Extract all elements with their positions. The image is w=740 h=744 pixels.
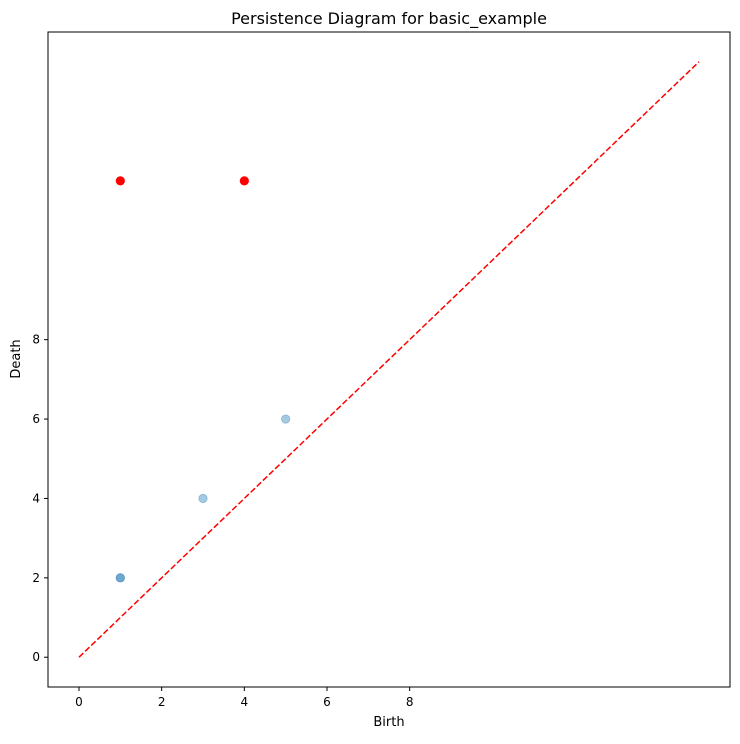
plot-area-frame	[47, 31, 731, 688]
y-tick-label-8: 8	[32, 333, 40, 347]
x-tick-label-8: 8	[406, 695, 414, 709]
point-series0-3	[281, 414, 291, 424]
x-tick-label-4: 4	[241, 695, 249, 709]
point-series0-0	[115, 573, 125, 583]
y-axis: 0 2 4 6 8	[32, 333, 48, 664]
x-axis-label: Birth	[373, 715, 404, 730]
point-series0-2	[198, 493, 208, 504]
chart-title: Persistence Diagram for basic_example	[231, 9, 547, 29]
point-series0-1	[115, 573, 125, 583]
x-tick-label-6: 6	[323, 695, 331, 709]
diagonal-layer	[78, 61, 700, 658]
x-axis: 0 2 4 6 8	[75, 687, 413, 709]
y-tick-label-0: 0	[32, 650, 40, 664]
y-tick-label-4: 4	[32, 491, 40, 505]
y-axis-label: Death	[9, 339, 24, 378]
y-tick-label-2: 2	[32, 571, 40, 585]
x-tick-label-2: 2	[158, 695, 166, 709]
point-series1-1	[239, 176, 249, 186]
y-tick-label-6: 6	[32, 412, 40, 426]
points-layer	[115, 176, 291, 583]
diagonal-line	[78, 61, 700, 658]
point-series1-0	[115, 176, 125, 186]
x-tick-label-0: 0	[75, 695, 83, 709]
